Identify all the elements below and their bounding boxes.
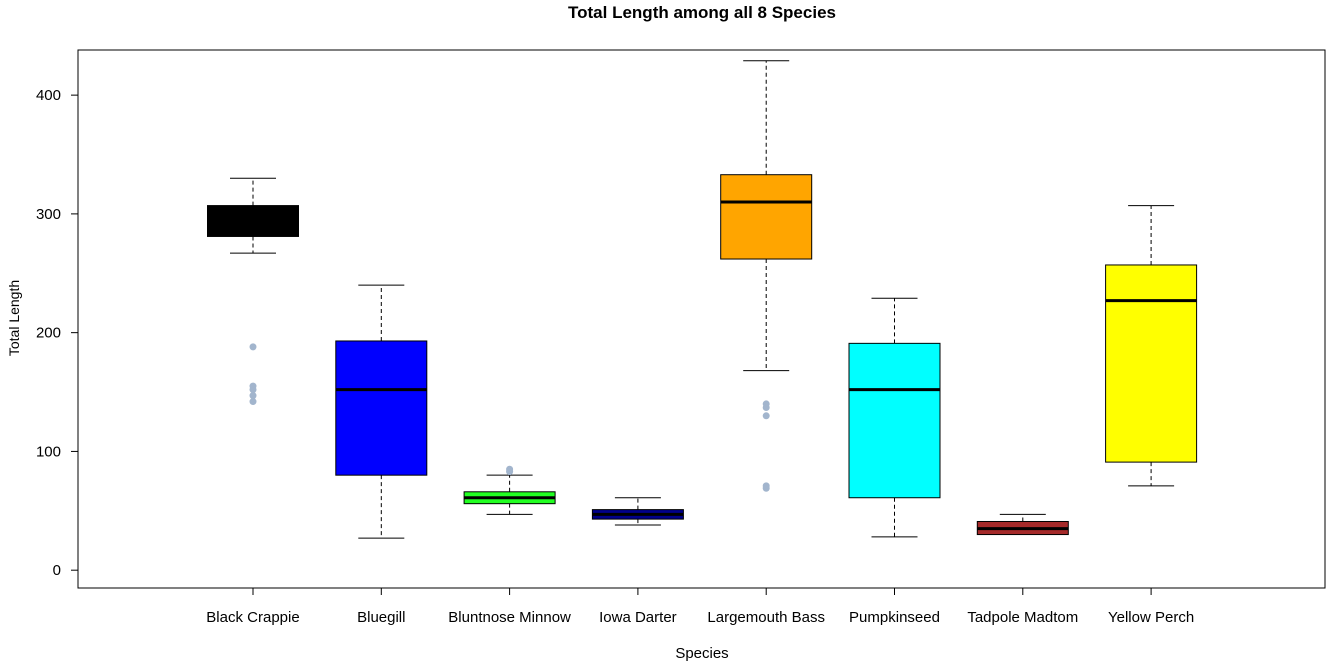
x-tick-label: Iowa Darter [599, 609, 677, 626]
box-yellow-perch [1105, 205, 1198, 487]
outlier-point [762, 403, 770, 411]
x-tick-label: Yellow Perch [1108, 609, 1194, 626]
box-bluntnose-minnow [463, 465, 556, 515]
iqr-box [335, 340, 428, 476]
y-axis: 0 100 200 300 400 [36, 87, 79, 579]
y-tick-label: 200 [36, 325, 61, 342]
outlier-point [762, 484, 770, 492]
x-tick-label: Largemouth Bass [707, 609, 825, 626]
outlier-point [249, 386, 257, 394]
box-iowa-darter [591, 497, 684, 526]
box-pumpkinseed [848, 297, 941, 538]
box-black-crappie [207, 177, 299, 406]
y-tick-label: 100 [36, 443, 61, 460]
outlier-point [506, 468, 514, 476]
x-tick-label: Tadpole Madtom [967, 609, 1078, 626]
x-tick-label: Bluegill [357, 609, 405, 626]
box-bluegill [335, 284, 428, 539]
y-tick-label: 400 [36, 87, 61, 104]
x-tick-label: Bluntnose Minnow [448, 609, 571, 626]
x-tick-label: Pumpkinseed [849, 609, 940, 626]
outlier-point [249, 392, 257, 400]
y-tick-label: 0 [53, 562, 61, 579]
boxes [207, 60, 1198, 539]
x-tick-label: Black Crappie [206, 609, 299, 626]
x-axis-label: Species [675, 645, 729, 662]
outlier-point [762, 412, 770, 420]
outlier-point [249, 398, 257, 406]
x-axis: Black Crappie Bluegill Bluntnose Minnow Iow… [206, 587, 1194, 626]
box-largemouth-bass [720, 60, 813, 492]
iqr-box [848, 342, 941, 499]
iqr-box [1105, 264, 1198, 463]
y-tick-label: 300 [36, 206, 61, 223]
outlier-point [249, 343, 257, 351]
iqr-box [720, 174, 813, 260]
chart-title: Total Length among all 8 Species [568, 3, 836, 22]
box-tadpole-madtom [976, 513, 1069, 536]
